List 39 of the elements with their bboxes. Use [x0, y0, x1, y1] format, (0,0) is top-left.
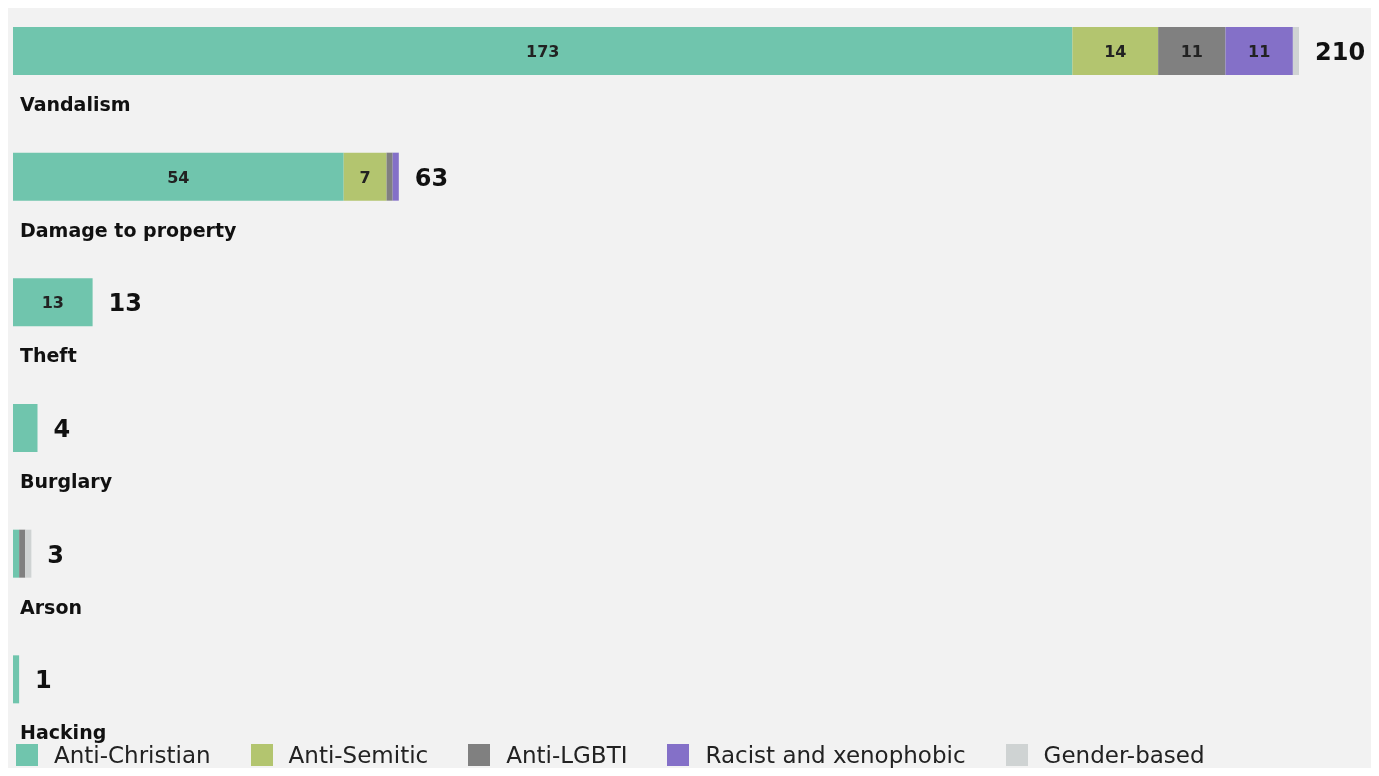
legend-label: Anti-Semitic — [288, 742, 429, 768]
bar — [13, 655, 20, 704]
bar — [1158, 27, 1226, 75]
bar — [1072, 27, 1159, 75]
data-label: 13 — [41, 293, 64, 313]
bar — [1225, 27, 1293, 75]
data-label: 173 — [526, 42, 560, 61]
y-tick-label: Burglary — [20, 469, 113, 492]
bar — [25, 529, 32, 578]
data-label: 7 — [359, 167, 371, 187]
bar — [19, 529, 26, 578]
total-label: 63 — [414, 163, 449, 192]
total-label: 4 — [53, 414, 71, 443]
total-label: 13 — [108, 289, 143, 318]
y-tick-label: Theft — [20, 344, 77, 367]
bar — [343, 152, 387, 201]
bar — [13, 529, 20, 578]
y-tick-label: Damage to property — [20, 218, 238, 241]
data-label: 14 — [1104, 42, 1127, 61]
total-label: 3 — [47, 540, 65, 569]
total-label: 210 — [1315, 37, 1366, 66]
legend-label: Anti-Christian — [54, 742, 211, 768]
legend-label: Anti-LGBTI — [506, 742, 628, 768]
y-tick-label: Arson — [20, 595, 82, 618]
bar — [13, 27, 1073, 75]
legend-label: Racist and xenophobic — [705, 742, 966, 768]
bar — [386, 152, 393, 201]
data-label: 11 — [1248, 42, 1271, 61]
legend-label: Gender-based — [1043, 742, 1205, 768]
bar — [13, 278, 93, 327]
data-label: 54 — [167, 167, 190, 187]
bar — [13, 152, 344, 201]
y-tick-label: Vandalism — [20, 92, 131, 115]
bar — [392, 152, 399, 201]
y-tick-label: Hacking — [20, 721, 107, 744]
bar — [1292, 27, 1299, 75]
data-label: 11 — [1180, 42, 1203, 61]
bar — [13, 404, 38, 452]
total-label: 1 — [35, 666, 52, 695]
